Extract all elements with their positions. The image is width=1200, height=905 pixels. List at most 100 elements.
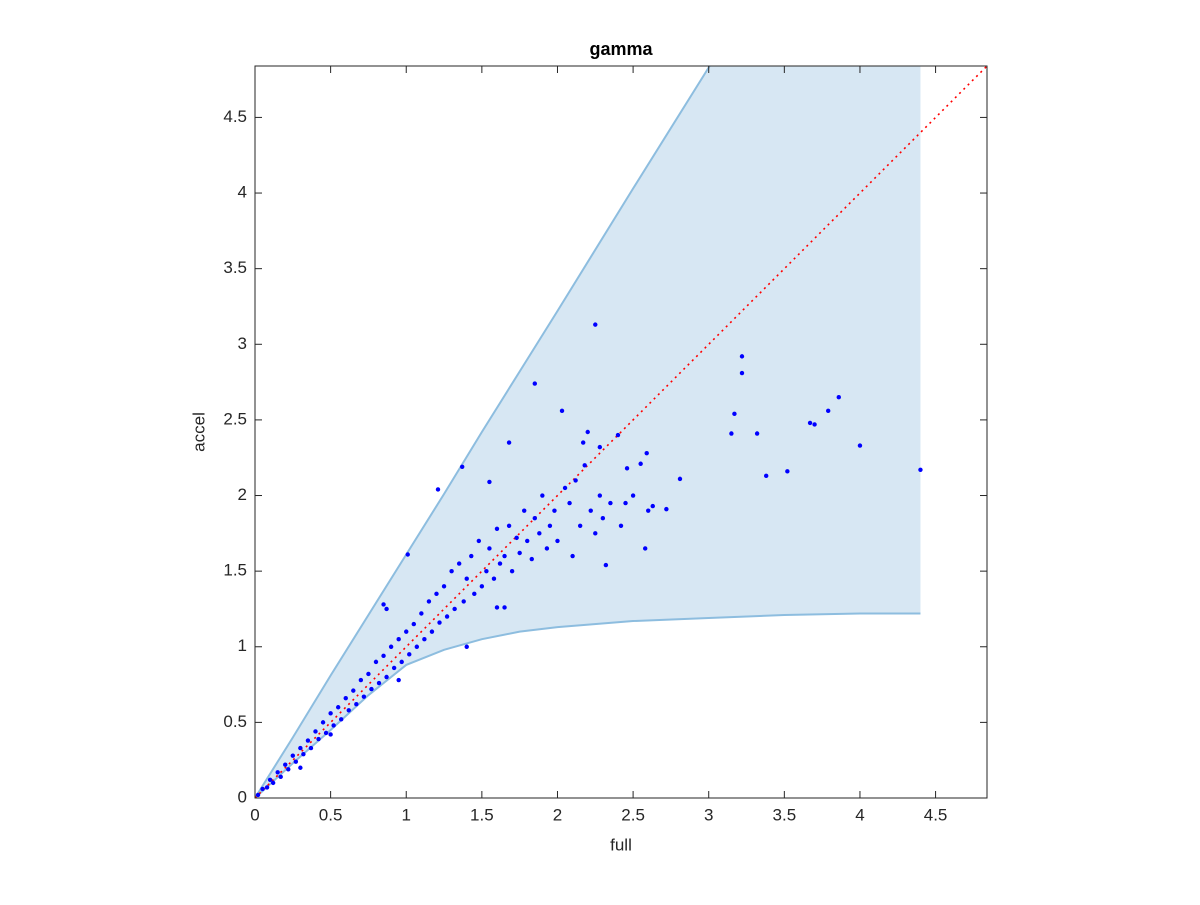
y-tick-label: 1.5 bbox=[223, 561, 247, 580]
chart-title: gamma bbox=[589, 39, 653, 59]
scatter-point bbox=[434, 591, 439, 597]
scatter-point bbox=[479, 584, 485, 589]
scatter-point bbox=[623, 500, 628, 506]
scatter-point bbox=[532, 516, 537, 521]
scatter-point bbox=[857, 443, 863, 448]
scatter-point bbox=[506, 523, 512, 528]
scatter-point bbox=[444, 614, 450, 619]
scatter-point bbox=[593, 531, 598, 536]
scatter-point bbox=[502, 553, 507, 559]
scatter-point bbox=[270, 780, 276, 786]
scatter-point bbox=[502, 605, 507, 610]
scatter-point bbox=[580, 440, 586, 445]
scatter-point bbox=[316, 736, 321, 742]
scatter-point bbox=[537, 531, 542, 536]
scatter-point bbox=[739, 370, 745, 376]
scatter-point bbox=[638, 461, 643, 466]
scatter-point bbox=[429, 629, 435, 634]
scatter-point bbox=[624, 466, 630, 471]
scatter-point bbox=[525, 538, 530, 544]
scatter-point bbox=[461, 599, 466, 604]
scatter-point bbox=[608, 500, 613, 506]
scatter-point bbox=[491, 576, 497, 581]
scatter-point bbox=[267, 777, 273, 783]
scatter-point bbox=[396, 636, 401, 642]
scatter-point bbox=[369, 686, 374, 692]
scatter-point bbox=[328, 711, 333, 716]
scatter-point bbox=[570, 553, 575, 559]
x-tick-label: 3.5 bbox=[773, 805, 797, 824]
x-tick-label: 1 bbox=[402, 805, 411, 824]
band-edge bbox=[255, 612, 921, 798]
scatter-point bbox=[487, 546, 492, 551]
scatter-point bbox=[351, 688, 356, 693]
scatter-point bbox=[532, 381, 537, 386]
x-tick-label: 0 bbox=[250, 805, 259, 824]
scatter-point bbox=[836, 395, 841, 400]
scatter-point bbox=[414, 644, 420, 649]
scatter-point bbox=[603, 562, 609, 568]
scatter-point bbox=[739, 354, 745, 359]
scatter-point bbox=[509, 568, 515, 574]
scatter-point bbox=[343, 695, 348, 701]
scatter-point bbox=[405, 552, 410, 557]
scatter-point bbox=[298, 745, 303, 751]
scatter-point bbox=[396, 677, 401, 683]
scatter-point bbox=[384, 674, 389, 680]
y-tick-label: 4 bbox=[238, 183, 247, 202]
scatter-point bbox=[308, 745, 314, 751]
x-tick-label: 0.5 bbox=[319, 805, 343, 824]
scatter-point bbox=[540, 493, 545, 498]
scatter-point bbox=[646, 508, 651, 513]
x-tick-label: 2.5 bbox=[621, 805, 645, 824]
scatter-point bbox=[283, 762, 288, 767]
scatter-point bbox=[555, 538, 560, 544]
scatter-point bbox=[404, 629, 409, 634]
scatter-point bbox=[615, 432, 621, 438]
scatter-point bbox=[422, 636, 427, 642]
scatter-point bbox=[366, 671, 371, 677]
scatter-point bbox=[339, 717, 344, 722]
scatter-point bbox=[785, 469, 790, 474]
scatter-point bbox=[320, 720, 326, 725]
scatter-point bbox=[435, 487, 441, 492]
scatter-point bbox=[335, 705, 341, 710]
scatter-point bbox=[411, 621, 417, 627]
scatter-point bbox=[469, 553, 474, 559]
scatter-point bbox=[506, 440, 512, 445]
scatter-point bbox=[260, 786, 265, 792]
scatter-point bbox=[650, 503, 655, 509]
scatter-point bbox=[552, 508, 557, 513]
y-tick-label: 4.5 bbox=[223, 107, 247, 126]
scatter-point bbox=[729, 431, 734, 436]
scatter-point bbox=[286, 767, 291, 772]
scatter-point bbox=[278, 774, 283, 780]
scatter-point bbox=[664, 506, 669, 512]
scatter-point bbox=[384, 606, 389, 612]
scatter-point bbox=[264, 785, 270, 790]
y-axis-label: accel bbox=[189, 412, 208, 452]
scatter-point bbox=[763, 473, 769, 479]
x-tick-label: 4 bbox=[855, 805, 864, 824]
scatter-point bbox=[529, 556, 534, 562]
scatter-point bbox=[825, 408, 831, 414]
y-tick-label: 0.5 bbox=[223, 712, 247, 731]
y-tick-label: 1 bbox=[238, 636, 247, 655]
x-tick-label: 3 bbox=[704, 805, 713, 824]
scatter-point bbox=[562, 485, 568, 491]
scatter-point bbox=[449, 568, 454, 574]
y-tick-label: 2 bbox=[238, 485, 247, 504]
scatter-point bbox=[567, 500, 572, 506]
scatter-point bbox=[452, 606, 457, 612]
scatter-point bbox=[456, 561, 462, 566]
scatter-point bbox=[441, 584, 447, 589]
plot-area bbox=[255, 66, 987, 798]
scatter-point bbox=[301, 751, 306, 757]
scatter-point bbox=[807, 420, 813, 426]
scatter-point bbox=[522, 508, 527, 513]
scatter-point bbox=[644, 450, 649, 456]
scatter-point bbox=[582, 463, 587, 468]
scatter-point bbox=[459, 464, 465, 469]
scatter-point bbox=[573, 478, 578, 483]
